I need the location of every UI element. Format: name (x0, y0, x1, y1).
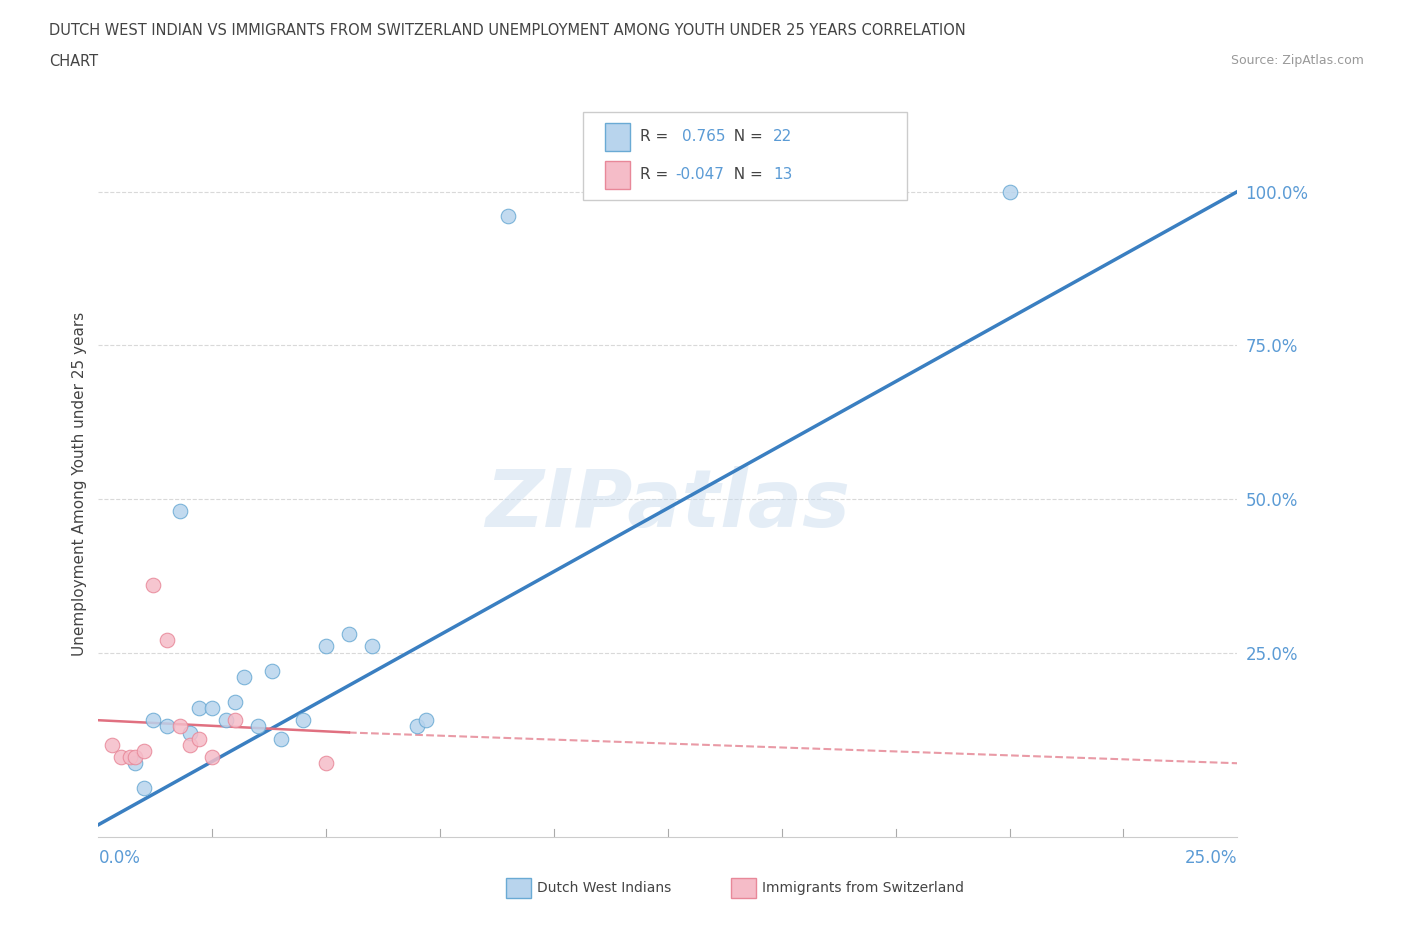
Text: R =: R = (640, 167, 673, 182)
Text: N =: N = (724, 167, 768, 182)
Point (246, 719, 269, 734)
Point (224, 695, 246, 710)
Point (360, 639, 382, 654)
Text: Dutch West Indians: Dutch West Indians (537, 881, 671, 896)
Point (169, 504, 191, 519)
Text: Immigrants from Switzerland: Immigrants from Switzerland (762, 881, 965, 896)
Point (260, 664, 283, 679)
Text: -0.047: -0.047 (675, 167, 724, 182)
Point (201, 700, 224, 715)
Text: 0.0%: 0.0% (98, 849, 141, 868)
Point (110, 750, 132, 764)
Point (215, 712, 238, 727)
Point (187, 700, 209, 715)
Point (315, 756, 337, 771)
Point (292, 712, 315, 727)
Point (270, 731, 292, 746)
Point (233, 670, 256, 684)
Point (142, 578, 165, 592)
Point (415, 712, 437, 727)
Text: N =: N = (724, 129, 768, 144)
Point (101, 737, 124, 752)
Point (132, 743, 155, 758)
Text: 13: 13 (773, 167, 793, 182)
Point (315, 639, 337, 654)
Text: CHART: CHART (49, 54, 98, 69)
Point (179, 725, 201, 740)
Point (224, 712, 246, 727)
Y-axis label: Unemployment Among Youth under 25 years: Unemployment Among Youth under 25 years (72, 312, 87, 656)
Point (142, 712, 165, 727)
Point (132, 780, 155, 795)
Point (201, 750, 224, 764)
Point (156, 719, 179, 734)
Text: 22: 22 (773, 129, 793, 144)
Point (124, 750, 146, 764)
Point (120, 750, 142, 764)
Point (498, 209, 520, 224)
Point (179, 737, 201, 752)
Point (124, 756, 146, 771)
Point (406, 719, 429, 734)
Point (187, 731, 209, 746)
Point (169, 719, 191, 734)
Text: DUTCH WEST INDIAN VS IMMIGRANTS FROM SWITZERLAND UNEMPLOYMENT AMONG YOUTH UNDER : DUTCH WEST INDIAN VS IMMIGRANTS FROM SWI… (49, 23, 966, 38)
Text: R =: R = (640, 129, 673, 144)
Point (337, 627, 360, 642)
Point (998, 184, 1021, 199)
Point (156, 633, 179, 648)
Text: 25.0%: 25.0% (1185, 849, 1237, 868)
Text: ZIPatlas: ZIPatlas (485, 466, 851, 544)
Text: 0.765: 0.765 (682, 129, 725, 144)
Text: Source: ZipAtlas.com: Source: ZipAtlas.com (1230, 54, 1364, 67)
